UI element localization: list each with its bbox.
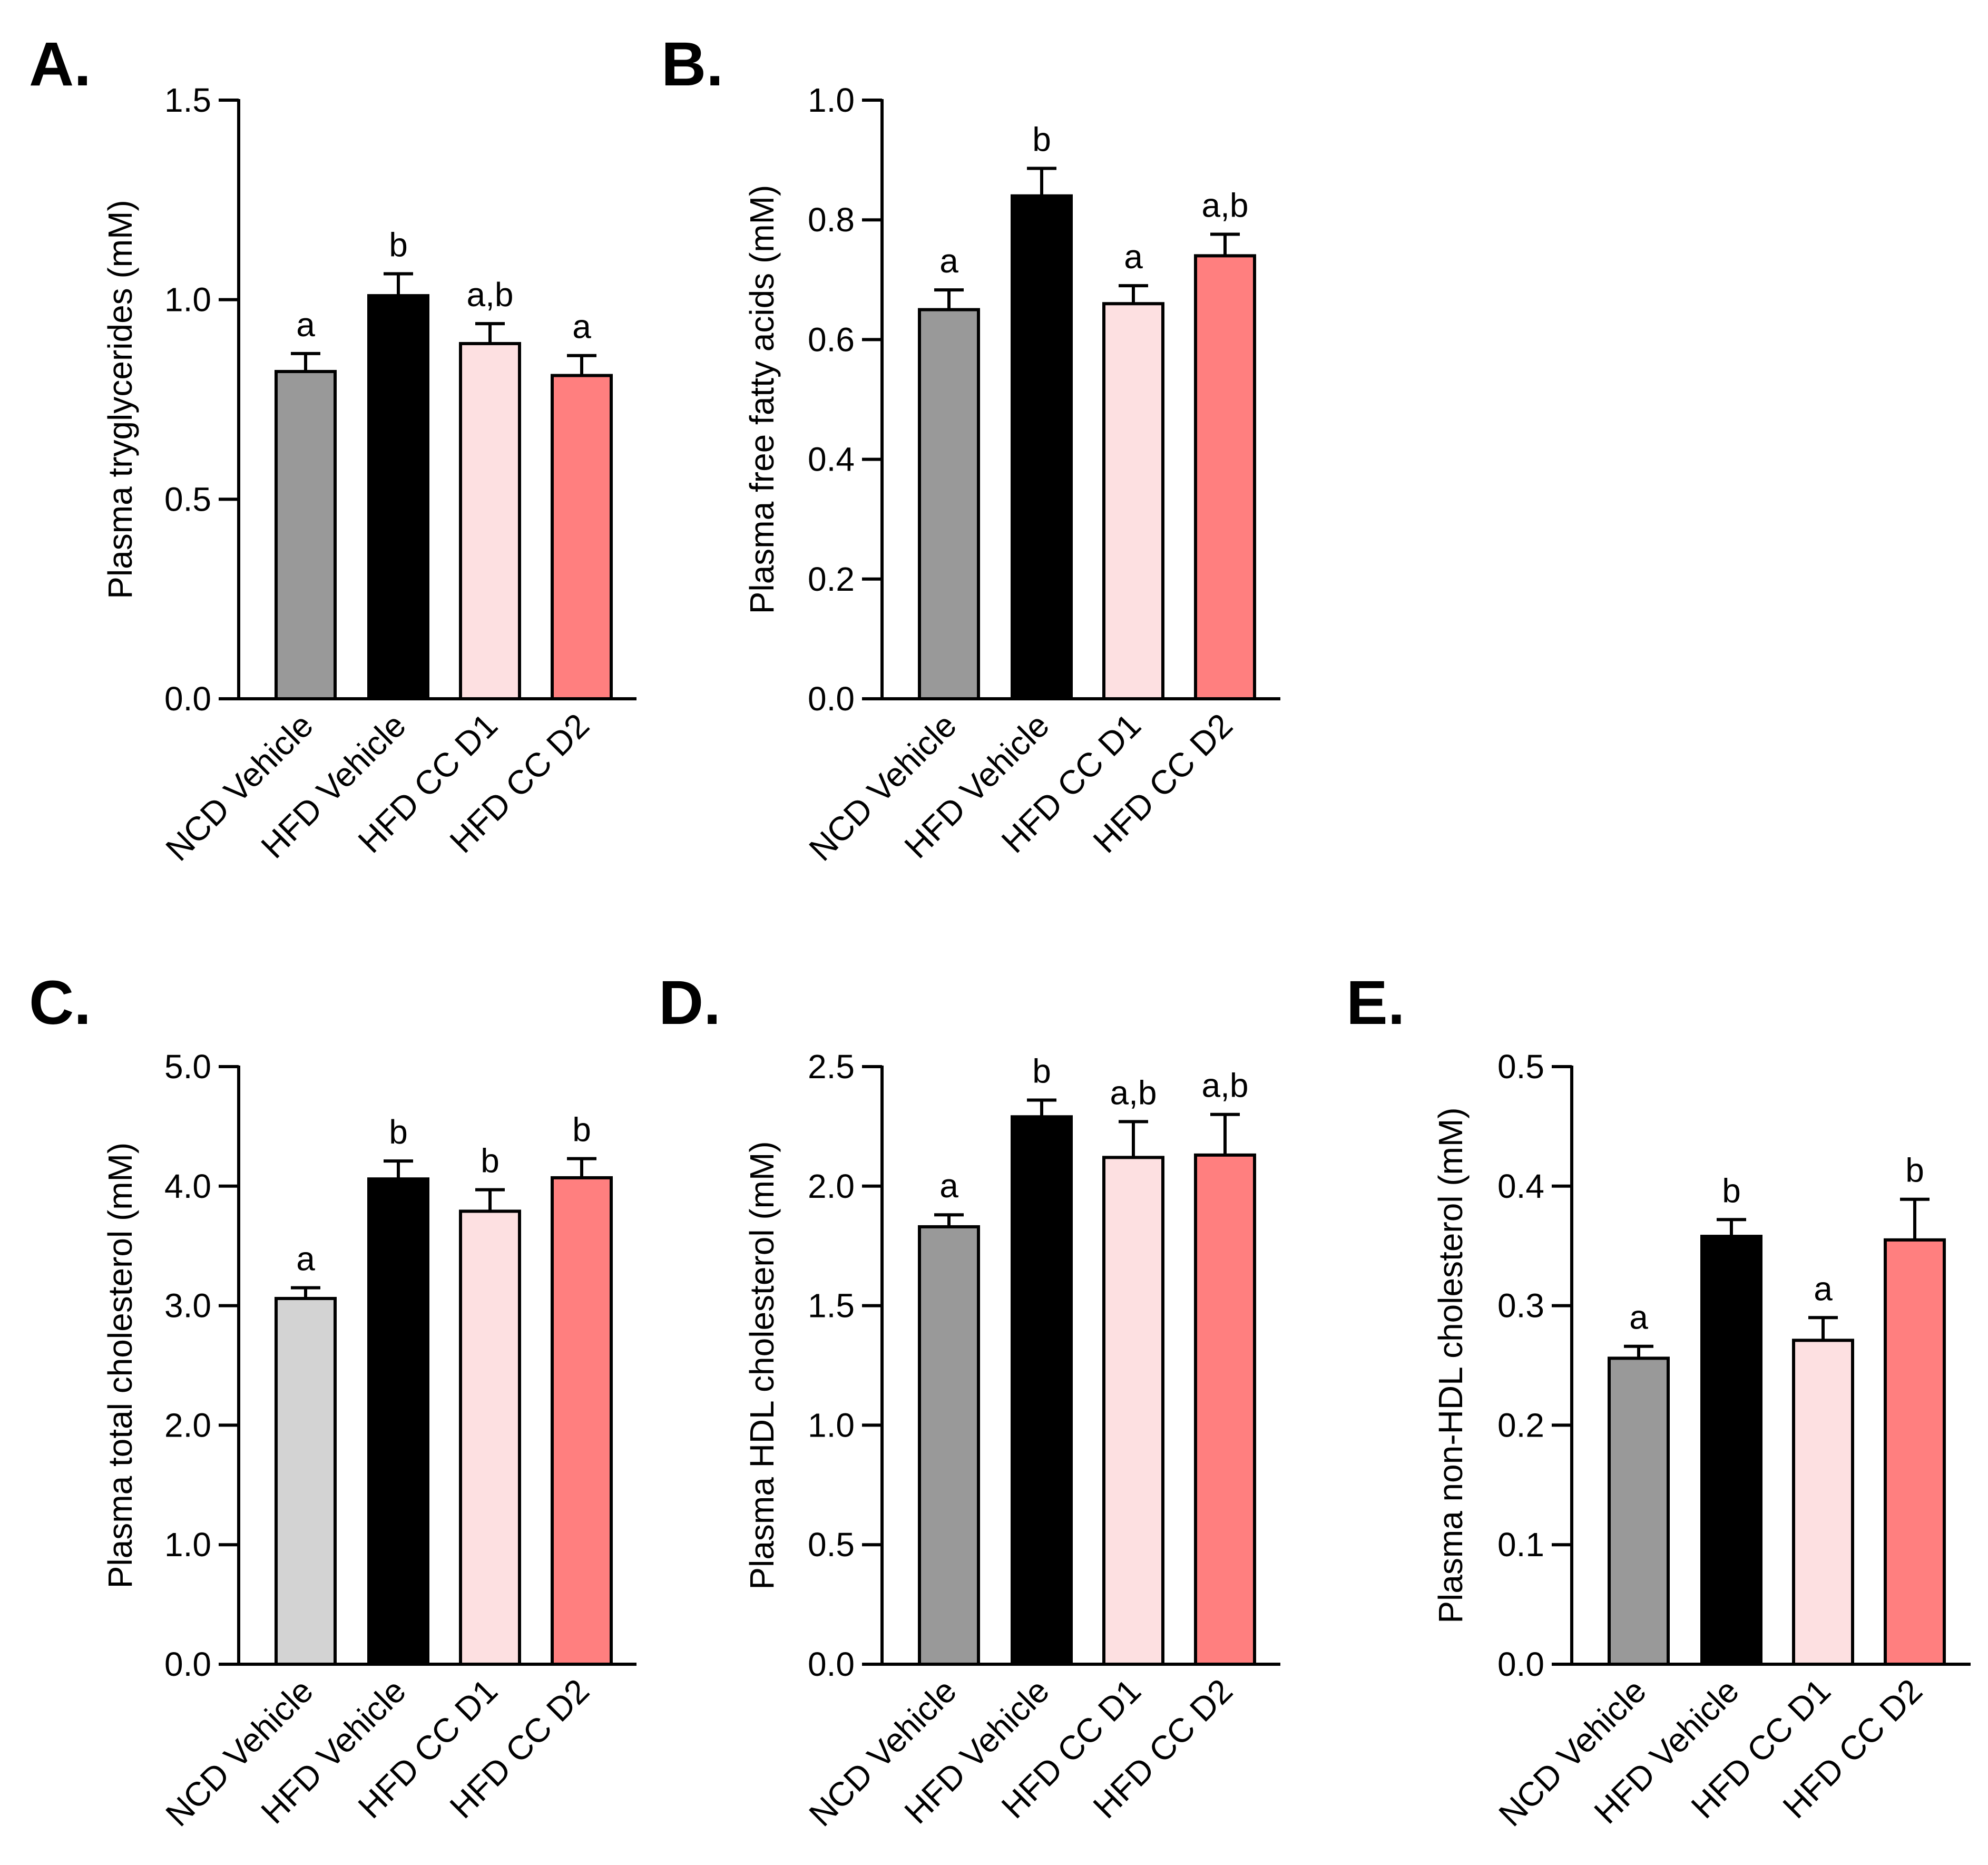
- panel-label: B.: [661, 30, 723, 99]
- chart-panel-e: E. 0.0 0.1 0.2 0.3 0.4 0.5 Plasma non-HDL chole…: [1346, 968, 1971, 1833]
- bar: [551, 374, 613, 700]
- y-tick-label: 0.4: [808, 441, 855, 479]
- y-tick-label: 1.0: [164, 281, 211, 319]
- bar: [1884, 1238, 1946, 1666]
- y-tick-label: 0.5: [808, 1526, 855, 1564]
- bar: [1011, 1115, 1073, 1666]
- significance-label: b: [1032, 121, 1051, 159]
- y-axis-title: Plasma total cholesterol (mM): [101, 1143, 139, 1588]
- bar: [918, 308, 980, 700]
- y-tick-label: 0.4: [1497, 1167, 1544, 1205]
- panel-label: E.: [1346, 968, 1405, 1038]
- y-tick-label: 0.1: [1497, 1526, 1544, 1564]
- panel-label: C.: [29, 968, 91, 1038]
- y-tick-label: 0.0: [164, 1645, 211, 1683]
- bar: [1608, 1356, 1670, 1666]
- significance-label: b: [1905, 1151, 1924, 1189]
- y-tick-label: 1.5: [808, 1287, 855, 1325]
- bar: [1194, 1153, 1256, 1666]
- bar: [551, 1176, 613, 1666]
- bar: [367, 1177, 429, 1666]
- y-tick-label: 0.0: [164, 680, 211, 718]
- bar: [1194, 254, 1256, 700]
- significance-label: a: [572, 308, 591, 346]
- bar: [367, 294, 429, 700]
- y-tick-label: 1.0: [808, 81, 855, 119]
- significance-label: a: [296, 306, 315, 344]
- y-tick-label: 0.0: [808, 1645, 855, 1683]
- y-tick-label: 5.0: [164, 1048, 211, 1086]
- significance-label: b: [389, 226, 408, 263]
- bar: [459, 1209, 521, 1666]
- y-tick-label: 0.6: [808, 320, 855, 358]
- significance-label: a: [1629, 1298, 1648, 1336]
- significance-label: a: [939, 1167, 958, 1205]
- significance-label: a: [939, 242, 958, 280]
- significance-label: b: [1032, 1052, 1051, 1090]
- y-tick-label: 1.0: [164, 1526, 211, 1564]
- significance-label: a,b: [1202, 186, 1249, 224]
- panel-label: D.: [659, 968, 721, 1038]
- bar: [1700, 1235, 1762, 1666]
- chart-panel-c: C. 0.0 1.0 2.0 3.0 4.0 5.0 Plasma total cholest…: [29, 968, 636, 1833]
- significance-label: b: [389, 1113, 408, 1151]
- y-tick-label: 0.0: [1497, 1645, 1544, 1683]
- bar: [275, 369, 337, 700]
- y-tick-label: 4.0: [164, 1167, 211, 1205]
- y-tick-label: 2.0: [808, 1167, 855, 1205]
- y-tick-label: 1.5: [164, 81, 211, 119]
- chart-panel-b: B. 0.0 0.2 0.4 0.6 0.8 1.0 Plasma free fatty ac…: [661, 30, 1280, 868]
- bar: [459, 341, 521, 700]
- y-tick-label: 0.8: [808, 201, 855, 239]
- y-axis-title: Plasma free fatty acids (mM): [743, 185, 781, 614]
- significance-label: b: [481, 1142, 500, 1180]
- y-tick-label: 0.5: [164, 480, 211, 518]
- significance-label: b: [572, 1111, 591, 1149]
- y-axis-title: Plasma HDL cholesterol (mM): [743, 1141, 781, 1589]
- y-tick-label: 0.2: [1497, 1406, 1544, 1444]
- y-axis-title: Plasma non-HDL cholesterol (mM): [1432, 1107, 1470, 1623]
- significance-label: a,b: [1202, 1067, 1249, 1105]
- bar: [1792, 1339, 1854, 1666]
- y-axis-title: Plasma tryglycerides (mM): [101, 200, 139, 599]
- significance-label: a: [296, 1240, 315, 1278]
- bar: [1102, 1156, 1164, 1666]
- significance-label: a,b: [1110, 1073, 1157, 1111]
- chart-panel-a: A. 0.0 0.5 1.0 1.5 Plasma tryglycerides (mM) a…: [29, 30, 636, 868]
- significance-label: b: [1722, 1171, 1741, 1209]
- significance-label: a: [1124, 238, 1143, 276]
- y-tick-label: 0.0: [808, 680, 855, 718]
- y-tick-label: 0.2: [808, 560, 855, 598]
- y-tick-label: 0.5: [1497, 1048, 1544, 1086]
- panel-label: A.: [29, 30, 91, 99]
- y-tick-label: 1.0: [808, 1406, 855, 1444]
- bar: [275, 1296, 337, 1666]
- significance-label: a,b: [467, 276, 514, 314]
- y-tick-label: 2.0: [164, 1406, 211, 1444]
- bar: [1102, 302, 1164, 700]
- y-tick-label: 3.0: [164, 1287, 211, 1325]
- bar: [918, 1225, 980, 1666]
- bar: [1011, 194, 1073, 700]
- y-tick-label: 0.3: [1497, 1287, 1544, 1325]
- y-tick-label: 2.5: [808, 1048, 855, 1086]
- significance-label: a: [1814, 1270, 1833, 1307]
- chart-panel-d: D. 0.0 0.5 1.0 1.5 2.0 2.5 Plasma HDL cholester…: [659, 968, 1280, 1833]
